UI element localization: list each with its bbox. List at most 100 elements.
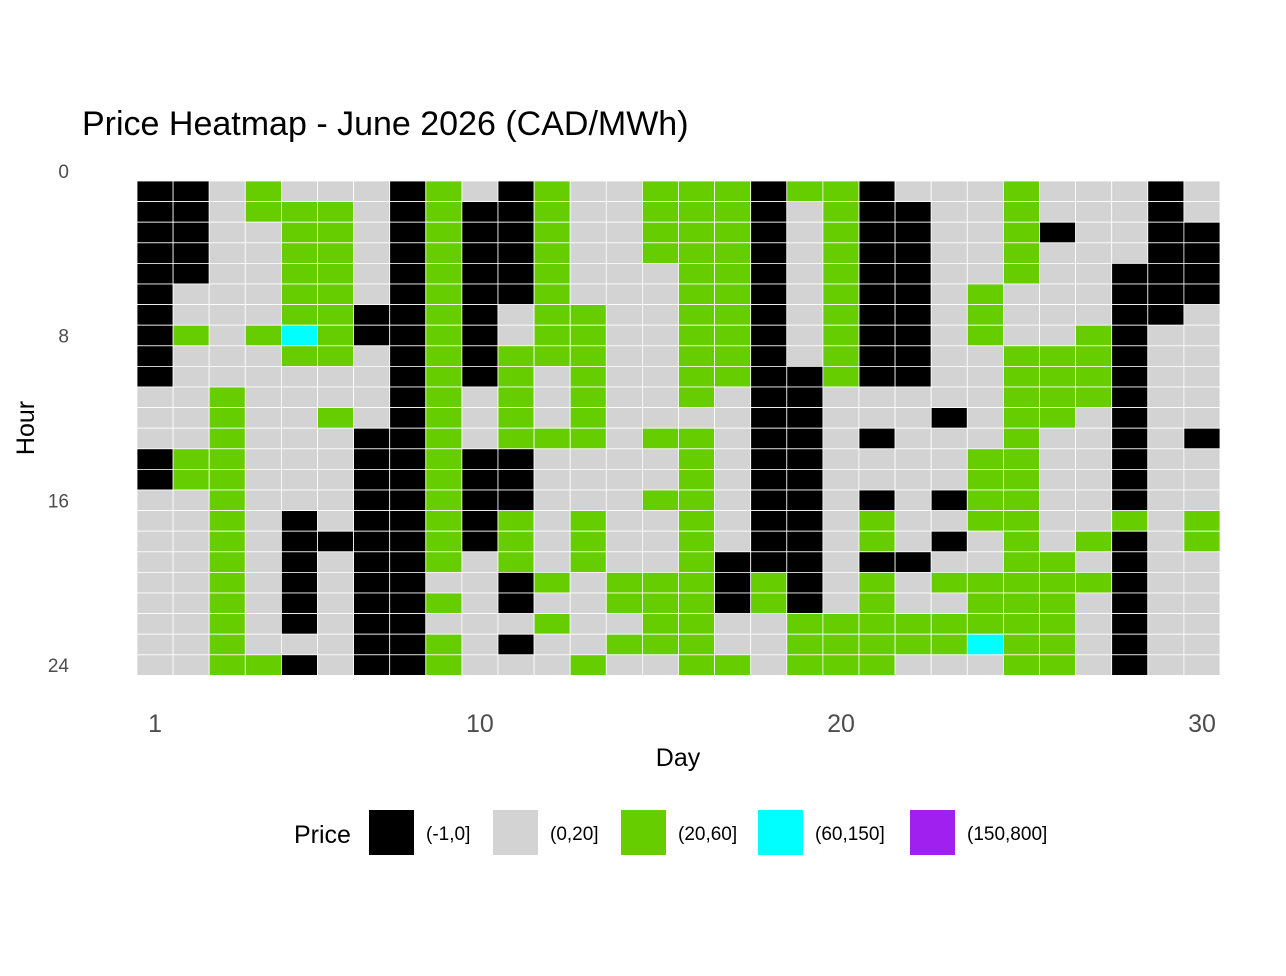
heatmap-cell: [1111, 221, 1149, 244]
heatmap-cell: [280, 180, 318, 203]
heatmap-cell: [533, 654, 571, 676]
heatmap-cell: [389, 551, 427, 573]
heatmap-cell: [425, 551, 463, 573]
heatmap-cell: [569, 221, 607, 244]
heatmap-cell: [172, 304, 210, 326]
heatmap-cell: [1183, 386, 1221, 409]
heatmap-cell: [389, 633, 427, 656]
heatmap-cell: [966, 386, 1004, 409]
heatmap-cell: [894, 407, 932, 429]
heatmap-cell: [497, 324, 535, 347]
heatmap-cell: [930, 427, 968, 450]
heatmap-cell: [678, 654, 715, 676]
heatmap-cell: [1111, 324, 1149, 347]
heatmap-cell: [389, 304, 427, 326]
heatmap-cell: [858, 283, 896, 306]
heatmap-cell: [1147, 468, 1185, 491]
heatmap-cell: [605, 551, 643, 573]
heatmap-cell: [894, 592, 932, 615]
heatmap-cell: [389, 324, 427, 347]
heatmap-cell: [750, 201, 788, 223]
heatmap-cell: [678, 324, 715, 347]
heatmap-cell: [1147, 221, 1185, 244]
heatmap-cell: [244, 551, 282, 573]
heatmap-cell: [497, 304, 535, 326]
chart-title: Price Heatmap - June 2026 (CAD/MWh): [82, 105, 689, 143]
heatmap-cell: [208, 407, 246, 429]
heatmap-cell: [280, 654, 318, 676]
heatmap-cell: [714, 407, 752, 429]
heatmap-cell: [172, 592, 210, 615]
heatmap-cell: [605, 324, 643, 347]
heatmap-cell: [1075, 613, 1113, 635]
heatmap-cell: [822, 242, 860, 264]
heatmap-cell: [136, 654, 174, 676]
heatmap-cell: [208, 489, 246, 512]
heatmap-cell: [353, 324, 391, 347]
heatmap-cell: [1183, 304, 1221, 326]
heatmap-cell: [786, 221, 824, 244]
legend-key: [369, 810, 414, 855]
legend-key: [493, 810, 538, 855]
heatmap-cell: [1039, 180, 1076, 203]
heatmap-cell: [425, 572, 463, 594]
heatmap-cell: [461, 324, 499, 347]
heatmap-cell: [1183, 407, 1221, 429]
heatmap-cell: [280, 530, 318, 553]
heatmap-cell: [930, 448, 968, 470]
heatmap-cell: [966, 468, 1004, 491]
heatmap-cell: [497, 427, 535, 450]
heatmap-cell: [894, 324, 932, 347]
heatmap-cell: [894, 386, 932, 409]
heatmap-cell: [894, 489, 932, 512]
heatmap-cell: [642, 489, 679, 512]
heatmap-cell: [786, 427, 824, 450]
heatmap-cell: [966, 180, 1004, 203]
heatmap-cell: [317, 221, 354, 244]
heatmap-cell: [1111, 613, 1149, 635]
heatmap-cell: [1111, 407, 1149, 429]
heatmap-cell: [966, 304, 1004, 326]
heatmap-cell: [1003, 613, 1040, 635]
heatmap-cell: [1039, 530, 1076, 553]
heatmap-cell: [930, 468, 968, 491]
heatmap-cell: [678, 448, 715, 470]
heatmap-cell: [244, 242, 282, 264]
heatmap-cell: [1147, 180, 1185, 203]
heatmap-cell: [569, 345, 607, 367]
heatmap-cell: [858, 180, 896, 203]
x-axis-ticks: 1 10 20 30: [148, 710, 1216, 738]
heatmap-cell: [533, 592, 571, 615]
heatmap-cell: [966, 448, 1004, 470]
heatmap-cell: [966, 201, 1004, 223]
heatmap-cell: [894, 633, 932, 656]
heatmap-cells: [136, 180, 1221, 676]
heatmap-cell: [822, 468, 860, 491]
heatmap-cell: [172, 510, 210, 532]
heatmap-cell: [966, 262, 1004, 285]
heatmap-cell: [1003, 242, 1040, 264]
heatmap-cell: [894, 572, 932, 594]
heatmap-cell: [1075, 592, 1113, 615]
heatmap-cell: [172, 242, 210, 264]
heatmap-cell: [1183, 448, 1221, 470]
heatmap-cell: [244, 592, 282, 615]
heatmap-cell: [1003, 221, 1040, 244]
heatmap-cell: [822, 365, 860, 388]
heatmap-cell: [533, 201, 571, 223]
heatmap-cell: [317, 551, 354, 573]
heatmap-cell: [208, 427, 246, 450]
heatmap-cell: [208, 448, 246, 470]
heatmap-cell: [425, 262, 463, 285]
heatmap-cell: [678, 242, 715, 264]
heatmap-cell: [750, 468, 788, 491]
heatmap-cell: [605, 530, 643, 553]
heatmap-cell: [642, 592, 679, 615]
heatmap-cell: [605, 510, 643, 532]
heatmap-cell: [1183, 654, 1221, 676]
heatmap-cell: [1111, 654, 1149, 676]
heatmap-cell: [172, 345, 210, 367]
heatmap-cell: [894, 283, 932, 306]
heatmap-cell: [208, 613, 246, 635]
heatmap-cell: [605, 613, 643, 635]
